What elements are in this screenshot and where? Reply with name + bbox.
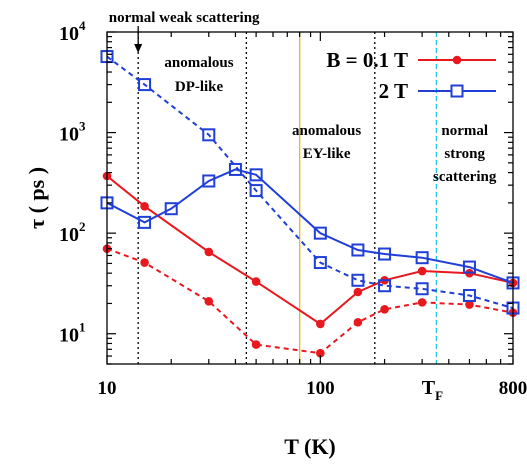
data-point	[140, 258, 149, 267]
x-tick-label: 100	[306, 378, 335, 399]
y-tick-label: 101	[59, 320, 86, 347]
data-point	[202, 174, 216, 188]
y-tick-label: 102	[59, 219, 86, 246]
annotation-text: anomalous	[164, 55, 233, 71]
y-axis-label: τ ( ps )	[24, 167, 49, 229]
legend-marker	[450, 84, 464, 98]
x-tick-label: 10	[98, 378, 117, 399]
data-point	[138, 215, 152, 229]
data-point	[417, 266, 427, 276]
legend-label: B = 0.1 T	[326, 48, 408, 72]
data-point	[316, 348, 325, 358]
plot-frame	[106, 31, 514, 365]
annotation-text: normal weak scattering	[109, 10, 260, 26]
data-point	[313, 256, 327, 270]
data-point	[316, 319, 325, 329]
data-point	[249, 184, 263, 198]
data-point	[251, 340, 261, 349]
annotation-text: DP-like	[175, 79, 224, 95]
data-point	[313, 226, 327, 240]
data-point	[164, 202, 178, 216]
data-point	[228, 162, 242, 176]
y-tick-label: 103	[59, 119, 86, 146]
data-point	[140, 201, 149, 211]
data-point	[417, 298, 427, 307]
data-point	[249, 168, 263, 182]
y-tick-label: 104	[59, 18, 86, 45]
data-point	[378, 247, 392, 261]
data-point	[415, 282, 429, 296]
data-point	[380, 304, 389, 314]
data-point	[465, 300, 474, 309]
data-point	[202, 128, 216, 142]
data-point	[251, 277, 261, 286]
tf-label: TF	[422, 377, 443, 403]
x-tick-label: 800	[499, 378, 527, 399]
annotation-arrow-head	[134, 44, 143, 53]
data-point	[415, 251, 429, 265]
data-point	[353, 287, 363, 297]
data-point	[204, 247, 214, 257]
data-point	[462, 260, 476, 274]
series-line-0	[106, 175, 514, 326]
data-point	[204, 297, 214, 306]
series-line-2	[106, 168, 514, 284]
annotation-text: strong	[444, 146, 485, 162]
legend-marker	[452, 55, 462, 65]
legend-label: 2 T	[379, 79, 408, 103]
series-line-3	[106, 55, 514, 310]
annotation-text: EY-like	[303, 146, 351, 162]
data-point	[138, 78, 152, 92]
x-axis-label: T (K)	[284, 434, 336, 459]
annotation-text: scattering	[433, 169, 497, 185]
data-point	[353, 317, 363, 327]
data-point	[378, 279, 392, 293]
plot-area: 10 100 800 TF 101 102 103 104 T (K) τ ( ps ) norma…	[24, 10, 527, 459]
data-point	[351, 273, 365, 287]
data-point	[462, 288, 476, 302]
data-point	[351, 243, 365, 257]
annotation-text: normal	[441, 123, 488, 139]
annotation-text: anomalous	[292, 123, 361, 139]
